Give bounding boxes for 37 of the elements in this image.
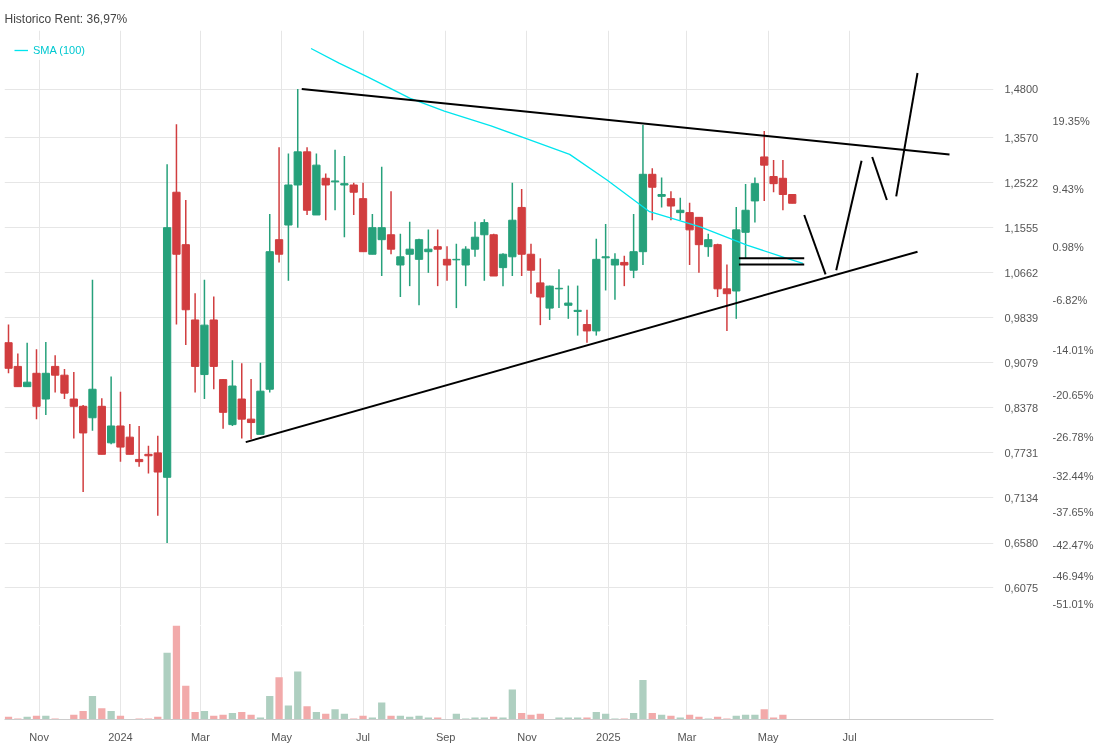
x-tick-label: Jul [356, 730, 371, 743]
x-tick-label: Nov [29, 730, 50, 743]
x-tick-label: May [757, 730, 780, 743]
y-tick-label: 0,8378 [1004, 401, 1039, 414]
x-tick-label: 2024 [108, 730, 133, 743]
y-tick-label: 0,7731 [1004, 446, 1039, 459]
y-tick-label: 0,7134 [1004, 491, 1039, 504]
y-tick-label: 1,3570 [1004, 131, 1039, 144]
y-tick-label: 0,6075 [1004, 581, 1039, 594]
y-tick-label: 1,1555 [1004, 221, 1039, 234]
x-tick-label: May [271, 730, 293, 743]
y-tick-label: 1,2522 [1004, 176, 1039, 189]
legend-label: SMA (100) [33, 44, 85, 56]
y-tick-label: 0,9079 [1004, 356, 1039, 369]
x-tick-label: Nov [517, 730, 538, 743]
x-tick-label: Mar [190, 730, 211, 743]
x-tick-label: Sep [435, 730, 456, 743]
y-tick-label: 1,0662 [1004, 266, 1039, 279]
y-tick-label: 0,9839 [1004, 311, 1039, 324]
x-tick-label: Jul [842, 730, 857, 743]
y2-tick-label: 9.43% [1052, 182, 1084, 195]
x-tick-label: Mar [677, 730, 697, 743]
y2-tick-label: 0.98% [1052, 240, 1084, 253]
y-tick-label: 0,6580 [1004, 537, 1039, 550]
y-tick-label: 1,4800 [1004, 83, 1039, 96]
chart-title: Historico Rent: 36,97% [4, 11, 128, 26]
y2-tick-label: -37.65% [1052, 505, 1094, 518]
y2-tick-label: -6.82% [1052, 294, 1088, 307]
y2-tick-label: -46.94% [1052, 569, 1094, 582]
y2-tick-label: -42.47% [1052, 538, 1094, 551]
y2-tick-label: -26.78% [1052, 431, 1094, 444]
x-tick-label: 2025 [596, 730, 621, 743]
y2-tick-label: -20.65% [1052, 389, 1094, 402]
y2-tick-label: -51.01% [1052, 597, 1094, 610]
y2-tick-label: 19.35% [1052, 114, 1091, 127]
y2-tick-label: -14.01% [1052, 343, 1094, 356]
y2-tick-label: -32.44% [1052, 470, 1094, 483]
